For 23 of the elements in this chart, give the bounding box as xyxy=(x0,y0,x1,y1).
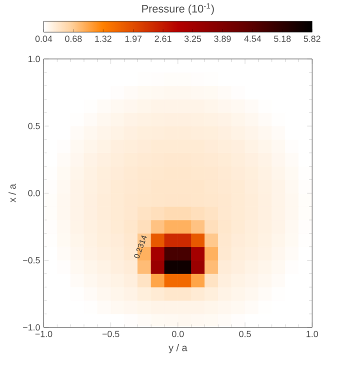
color-bar-label: 4.54 xyxy=(244,36,262,42)
x-tick-label: 0.5 xyxy=(239,330,251,338)
y-axis-title: x / a xyxy=(8,184,16,202)
x-tick-label: −1.0 xyxy=(35,330,52,338)
color-bar-label: 5.18 xyxy=(274,36,291,42)
color-bar-label: 3.25 xyxy=(184,36,202,42)
x-tick-label: 0.0 xyxy=(172,330,184,338)
color-bar-label: 1.32 xyxy=(95,36,112,42)
y-tick-label: 1.0 xyxy=(28,56,40,62)
x-tick-label: 1.0 xyxy=(306,330,318,338)
x-axis-title: y / a xyxy=(168,344,188,354)
color-bar-label: 5.82 xyxy=(304,36,320,42)
y-tick-label: −0.5 xyxy=(23,257,40,264)
color-bar-label: 3.89 xyxy=(214,36,231,42)
y-tick-label: 0.5 xyxy=(28,122,40,130)
y-tick-label: 0.0 xyxy=(28,190,40,196)
color-bar-label: 2.61 xyxy=(154,36,172,42)
color-bar-label: 0.04 xyxy=(35,36,52,42)
x-tick-label: −0.5 xyxy=(102,330,120,338)
color-bar-label: 1.97 xyxy=(125,36,142,42)
y-tick-label: −1.0 xyxy=(23,324,40,331)
color-bar-title: Pressure (10$^{-1}$) xyxy=(142,3,214,15)
color-bar-label: 0.68 xyxy=(65,36,82,42)
